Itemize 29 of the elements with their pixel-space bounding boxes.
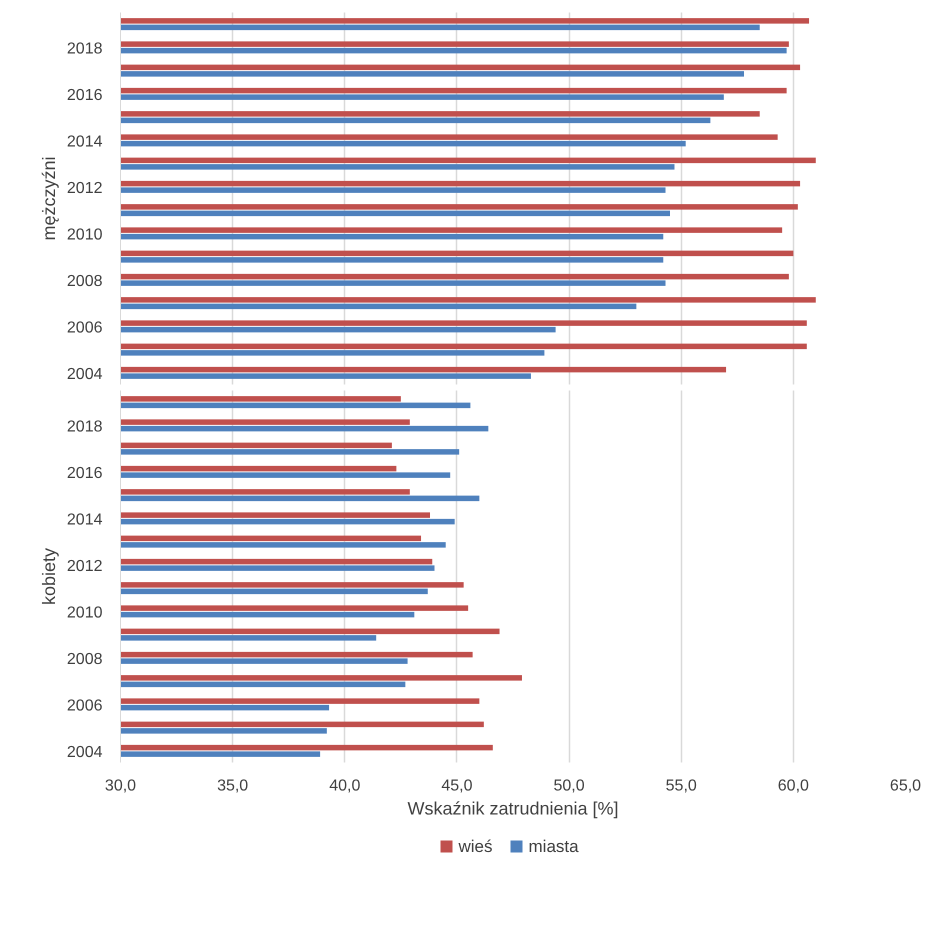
y-tick-label: 2006 [66,697,103,714]
y-tick-label: 2010 [66,604,103,622]
y-axis-title: mężczyźni [38,156,59,241]
y-tick-label: 2016 [66,464,103,482]
y-tick-label: 2010 [66,226,103,244]
x-tick-label: 45,0 [441,778,473,794]
x-tick-label: 40,0 [329,778,360,794]
legend-label: miasta [528,837,580,856]
x-tick-label: 35,0 [217,778,248,794]
x-tick-label: 30,0 [104,778,136,794]
y-tick-label: 2008 [66,650,103,668]
x-tick-label: 65,0 [890,778,922,794]
y-tick-label: 2004 [66,366,103,383]
y-tick-label: 2018 [66,418,103,436]
y-tick-label: 2014 [66,133,103,150]
y-tick-label: 2006 [66,319,103,336]
legend-label: wieś [458,837,493,856]
y-tick-label: 2012 [66,558,103,575]
y-tick-label: 2008 [66,272,103,290]
x-tick-label: 55,0 [666,778,697,794]
y-tick-label: 2004 [66,744,103,761]
x-axis-title: Wskaźnik zatrudnienia [%] [407,798,619,818]
y-tick-label: 2018 [66,40,103,58]
x-tick-label: 50,0 [554,778,585,794]
y-tick-label: 2012 [66,180,103,197]
y-tick-label: 2014 [66,511,103,528]
x-tick-label: 60,0 [778,778,810,794]
y-axis-title: kobiety [38,548,59,606]
y-tick-label: 2016 [66,86,103,104]
